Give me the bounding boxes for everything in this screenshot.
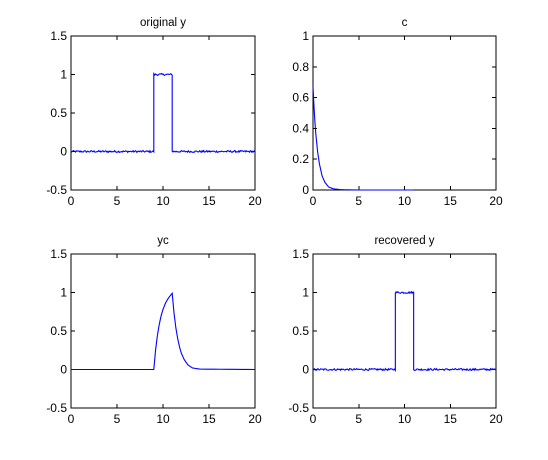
y-tick-label: 1 xyxy=(60,286,67,300)
y-tick-label: -0.5 xyxy=(46,401,67,415)
series-line xyxy=(312,86,414,191)
y-tick-label: -0.5 xyxy=(288,401,309,415)
x-tick-label: 15 xyxy=(444,194,458,208)
x-tick-label: 10 xyxy=(398,194,412,208)
x-tick-label: 0 xyxy=(68,412,75,426)
plot-frame xyxy=(70,35,256,191)
subplot-title: c xyxy=(402,17,408,29)
y-tick-label: 1 xyxy=(60,68,67,82)
y-tick-label: 0.6 xyxy=(292,91,309,105)
x-tick-label: 20 xyxy=(489,412,503,426)
plot-frame xyxy=(312,35,497,191)
y-tick-label: 0 xyxy=(302,183,309,197)
x-tick-label: 0 xyxy=(310,194,317,208)
y-tick-label: 1.5 xyxy=(50,29,67,43)
x-tick-label: 10 xyxy=(398,412,412,426)
y-tick-label: 0.4 xyxy=(292,121,309,135)
plot-frame xyxy=(312,253,497,409)
x-tick-label: 20 xyxy=(248,194,262,208)
y-tick-label: 1 xyxy=(302,29,309,43)
x-tick-label: 10 xyxy=(156,194,170,208)
y-tick-label: 1 xyxy=(302,286,309,300)
subplot-title: recovered y xyxy=(374,235,434,247)
x-tick-label: 15 xyxy=(444,412,458,426)
y-tick-label: 0.2 xyxy=(292,152,309,166)
y-tick-label: 0 xyxy=(60,363,67,377)
x-tick-label: 15 xyxy=(202,412,216,426)
x-tick-label: 20 xyxy=(248,412,262,426)
y-tick-label: 1.5 xyxy=(50,247,67,261)
x-tick-label: 5 xyxy=(114,194,121,208)
x-tick-label: 5 xyxy=(355,412,362,426)
subplot-title: original y xyxy=(140,17,186,29)
x-tick-label: 5 xyxy=(355,194,362,208)
x-tick-label: 10 xyxy=(156,412,170,426)
y-tick-label: 1.5 xyxy=(292,247,309,261)
subplot-title: yc xyxy=(157,235,169,247)
y-tick-label: 0.8 xyxy=(292,60,309,74)
x-tick-label: 5 xyxy=(114,412,121,426)
y-tick-label: 0 xyxy=(60,145,67,159)
y-tick-label: 0.5 xyxy=(50,324,67,338)
x-tick-label: 0 xyxy=(310,412,317,426)
y-tick-label: 0.5 xyxy=(292,324,309,338)
x-tick-label: 20 xyxy=(489,194,503,208)
subplot-3: 0 5 10 15 20-0.500.511.5yc xyxy=(46,235,262,426)
y-tick-label: 0.5 xyxy=(50,106,67,120)
plot-frame xyxy=(70,253,256,409)
series-line xyxy=(70,72,256,154)
y-tick-label: -0.5 xyxy=(46,183,67,197)
y-tick-label: 0 xyxy=(302,363,309,377)
subplot-2: 0 5 10 15 20 0 0.2 0.4 0.6 0.8 1 c xyxy=(292,17,503,208)
series-line xyxy=(312,290,497,373)
series-line xyxy=(71,291,256,371)
x-tick-label: 0 xyxy=(68,194,75,208)
x-tick-label: 15 xyxy=(202,194,216,208)
